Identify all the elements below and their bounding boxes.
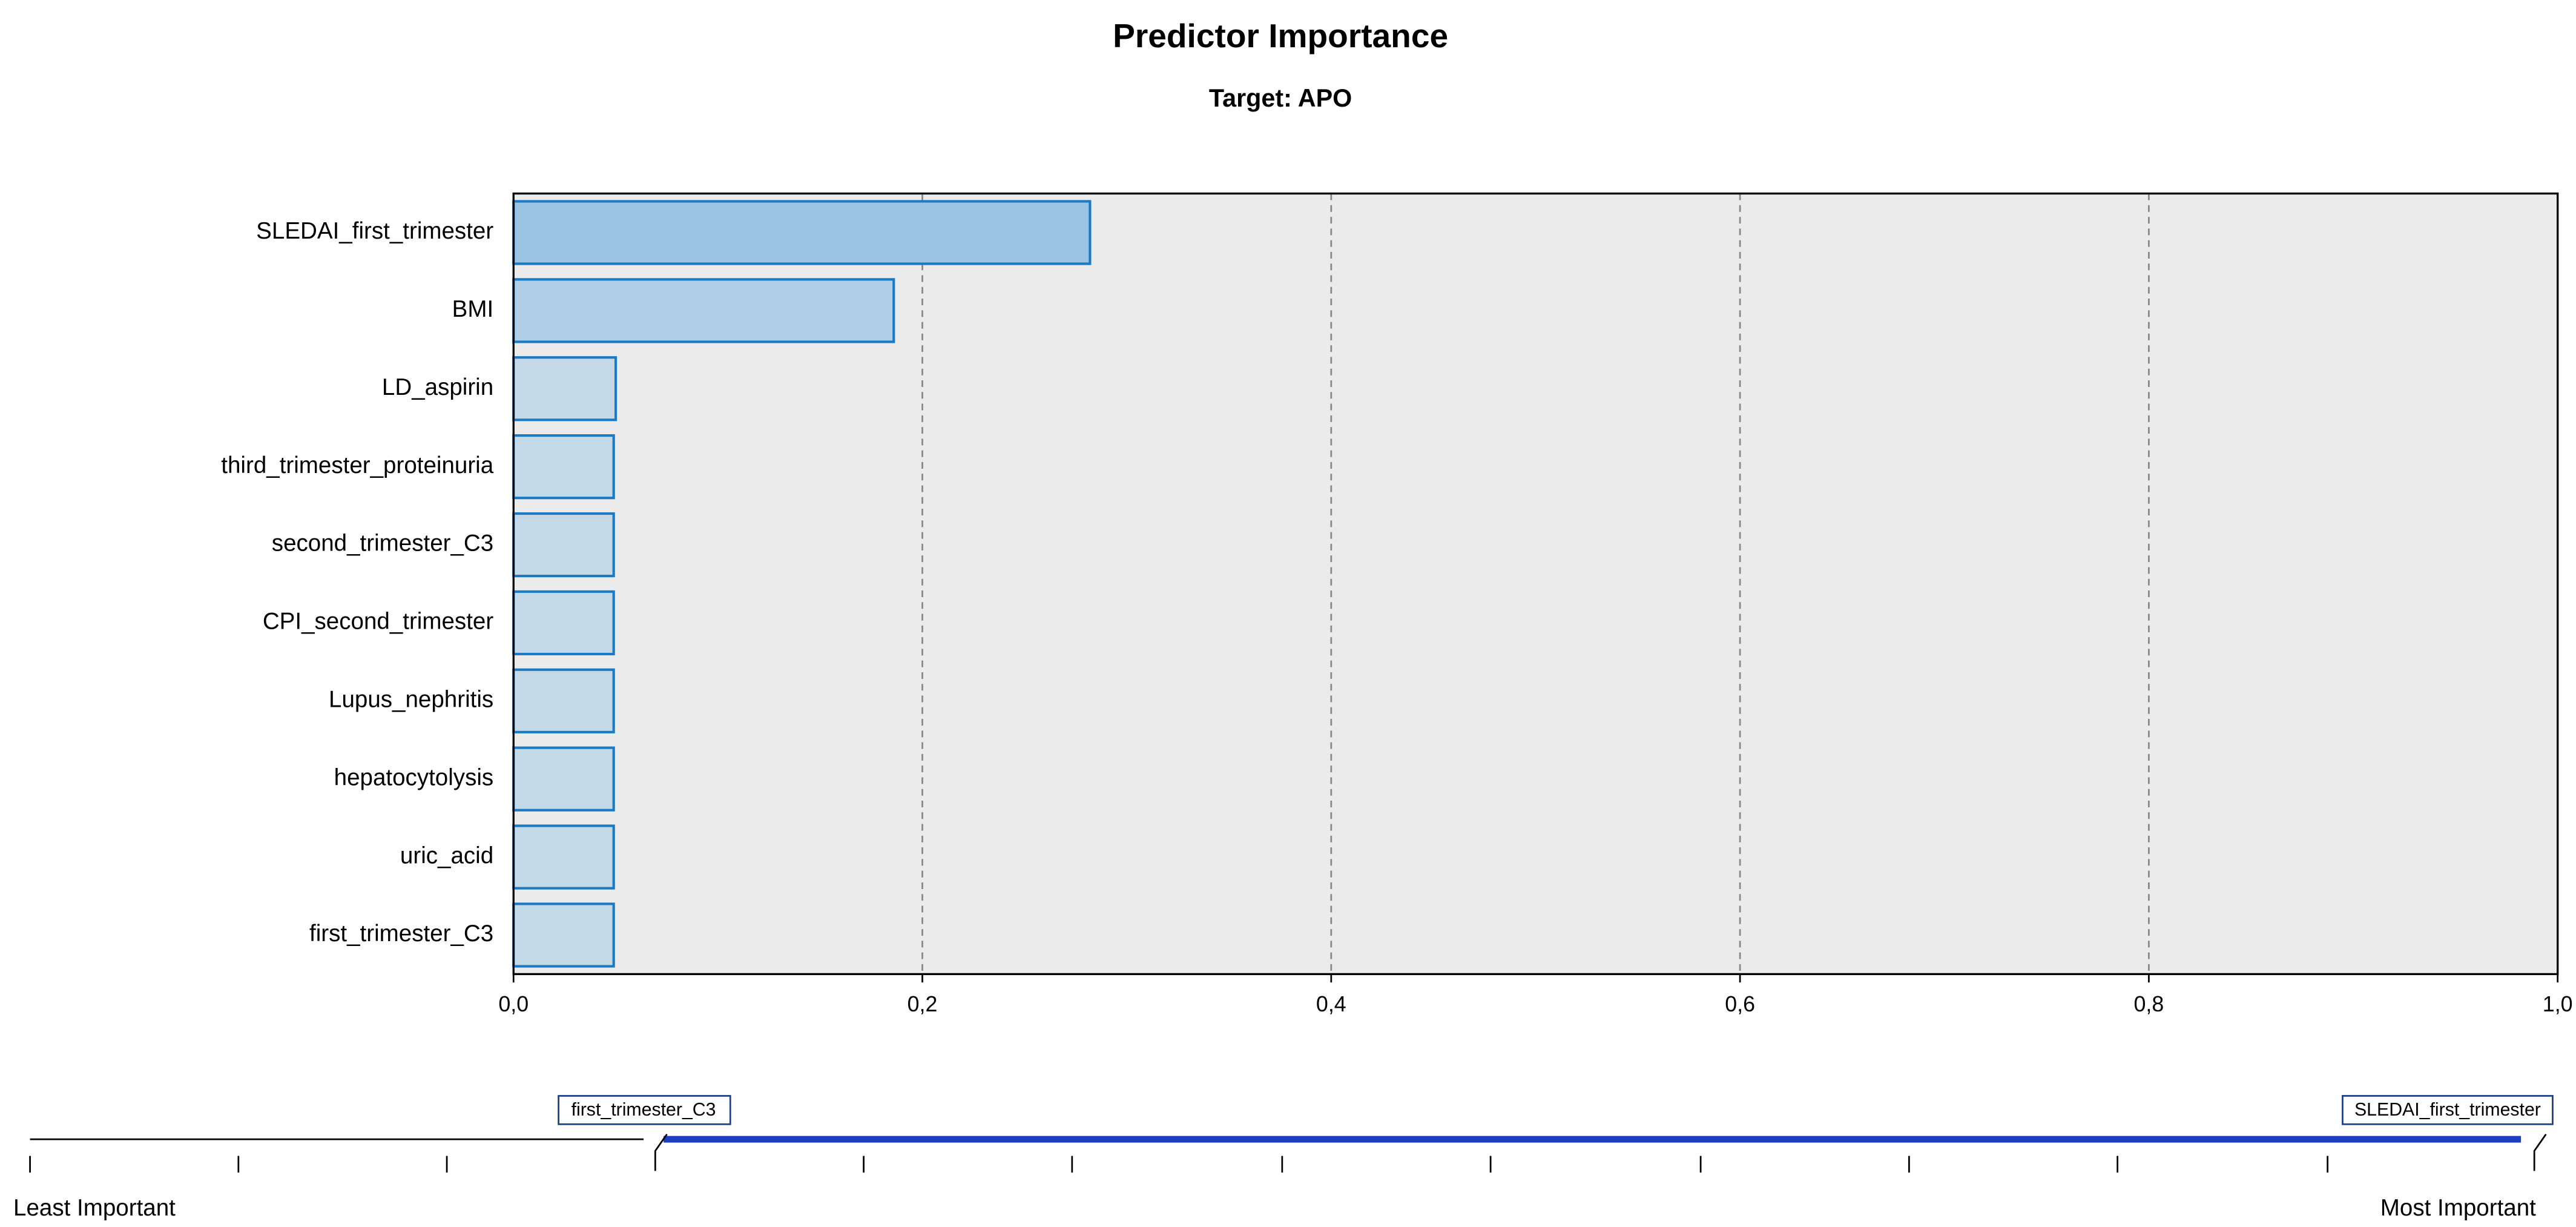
left-label: Least Important (13, 1195, 176, 1221)
x-tick-label: 0,6 (1725, 992, 1755, 1016)
chart-title: Predictor Importance (1113, 17, 1448, 55)
bar (512, 668, 615, 733)
bar (512, 902, 615, 968)
slider-handle (654, 1134, 668, 1171)
bar (512, 434, 615, 500)
y-tick-label: SLEDAI_first_trimester (256, 218, 493, 244)
bar (512, 512, 615, 578)
y-tick-label: Lupus_nephritis (329, 686, 493, 712)
right-label: Most Important (2380, 1195, 2536, 1221)
y-tick-label: CPI_second_trimester (263, 609, 494, 635)
x-tick-label: 0,0 (498, 992, 529, 1016)
y-tick-label: uric_acid (400, 842, 493, 868)
bar (512, 824, 615, 890)
y-tick-label: first_trimester_C3 (309, 921, 493, 947)
bar (512, 590, 615, 656)
y-tick-label: second_trimester_C3 (272, 531, 493, 557)
x-tick-label: 0,4 (1316, 992, 1346, 1016)
bar (512, 200, 1092, 265)
high-marker: SLEDAI_first_trimester (2354, 1100, 2541, 1120)
bar (512, 278, 895, 343)
low-marker: first_trimester_C3 (572, 1100, 716, 1120)
x-tick-label: 0,2 (908, 992, 938, 1016)
y-tick-label: BMI (452, 296, 494, 322)
bar (512, 356, 618, 422)
x-tick-label: 1,0 (2543, 992, 2573, 1016)
x-tick-label: 0,8 (2134, 992, 2164, 1016)
plot-border (512, 192, 2559, 976)
marker-box (558, 1095, 731, 1125)
plot (512, 193, 2150, 974)
bar (512, 746, 615, 812)
marker-box (2342, 1095, 2554, 1125)
y-tick-label: LD_aspirin (382, 374, 493, 400)
chart-subtitle: Target: APO (1209, 84, 1352, 112)
slider-handle (2533, 1134, 2547, 1171)
importance-slider (29, 1095, 2554, 1173)
y-tick-label: hepatocytolysis (334, 764, 494, 790)
y-tick-label: third_trimester_proteinuria (221, 452, 493, 478)
